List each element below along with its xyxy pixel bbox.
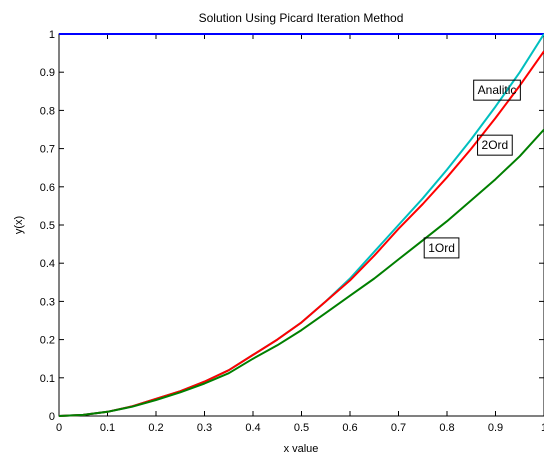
axis-ticks <box>58 33 544 417</box>
y-tick-label-5: 0.5 <box>40 220 55 232</box>
y-tick-label-2: 0.2 <box>40 335 55 347</box>
y-tick-label-4: 0.4 <box>40 258 55 270</box>
y-axis-label: y(x) <box>13 216 25 234</box>
x-tick-label-6: 0.6 <box>342 422 357 434</box>
x-tick-label-4: 0.4 <box>245 422 260 434</box>
x-tick-label-0: 0 <box>56 422 62 434</box>
annotation-text-0: Analitic <box>478 83 517 97</box>
annotation-text-2: 1Ord <box>428 241 455 255</box>
x-tick-label-5: 0.5 <box>294 422 309 434</box>
y-tick-label-3: 0.3 <box>40 296 55 308</box>
y-tick-label-7: 0.7 <box>40 144 55 156</box>
annotation-0: Analitic <box>473 79 521 101</box>
y-tick-label-0: 0 <box>49 411 55 423</box>
x-tick-label-3: 0.3 <box>197 422 212 434</box>
series-line-3 <box>58 128 544 417</box>
axis-tick-labels: 0 0.1 0.2 0.3 0.4 0.5 0.6 0.7 0.8 0.9 1 0 0.1 0.2 0.3 0… <box>40 29 544 434</box>
x-tick-label-8: 0.8 <box>439 422 454 434</box>
y-tick-label-6: 0.6 <box>40 182 55 194</box>
x-axis-label: x value <box>284 443 319 455</box>
annotation-2: 1Ord <box>423 237 460 259</box>
x-tick-label-9: 0.9 <box>488 422 503 434</box>
series-annotations: Analitic 2Ord 1Ord <box>423 79 521 259</box>
x-tick-label-7: 0.7 <box>391 422 406 434</box>
x-tick-label-1: 0.1 <box>100 422 115 434</box>
x-tick-label-10: 1 <box>541 422 544 434</box>
annotation-box-2 <box>423 237 460 259</box>
y-tick-label-8: 0.8 <box>40 105 55 117</box>
chart-title: Solution Using Picard Iteration Method <box>199 11 404 25</box>
x-tick-label-2: 0.2 <box>148 422 163 434</box>
series-lines <box>58 33 544 417</box>
annotation-text-1: 2Ord <box>482 138 509 152</box>
annotation-box-0 <box>473 79 521 101</box>
y-tick-label-10: 1 <box>49 29 55 41</box>
annotation-1: 2Ord <box>477 134 513 156</box>
annotation-box-1 <box>477 134 513 156</box>
y-tick-label-1: 0.1 <box>40 373 55 385</box>
y-tick-label-9: 0.9 <box>40 67 55 79</box>
